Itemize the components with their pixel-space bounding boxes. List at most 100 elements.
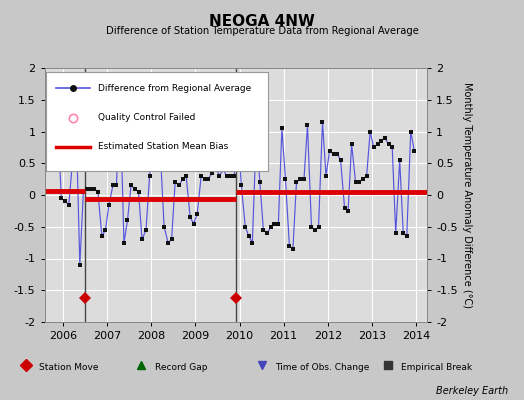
Point: [123, 217, 132, 224]
Point: [57, 195, 66, 201]
Point: [270, 220, 279, 227]
Point: [79, 189, 88, 195]
Point: [374, 141, 382, 147]
Point: [292, 179, 301, 186]
Point: [142, 227, 150, 233]
Text: Empirical Break: Empirical Break: [401, 364, 472, 372]
Point: [193, 211, 201, 217]
Point: [156, 154, 165, 160]
Point: [241, 224, 249, 230]
Point: [215, 173, 223, 179]
Point: [285, 242, 293, 249]
Point: [289, 246, 297, 252]
Point: [307, 224, 315, 230]
Point: [138, 236, 146, 243]
Point: [336, 157, 345, 163]
Point: [145, 173, 154, 179]
Point: [333, 150, 341, 157]
Text: Time of Obs. Change: Time of Obs. Change: [275, 364, 369, 372]
Point: [347, 141, 356, 147]
Point: [167, 236, 176, 243]
Point: [105, 201, 113, 208]
Point: [223, 173, 231, 179]
Text: Quality Control Failed: Quality Control Failed: [98, 113, 195, 122]
Point: [212, 163, 220, 170]
Point: [164, 240, 172, 246]
Point: [230, 173, 238, 179]
Point: [318, 119, 326, 125]
Point: [402, 233, 411, 240]
Point: [112, 182, 121, 189]
Point: [355, 179, 363, 186]
Point: [329, 150, 337, 157]
Point: [237, 182, 246, 189]
Point: [160, 224, 168, 230]
Point: [94, 189, 102, 195]
Point: [300, 176, 308, 182]
Text: Station Move: Station Move: [39, 364, 99, 372]
Point: [322, 173, 330, 179]
Point: [46, 160, 54, 166]
Point: [256, 179, 264, 186]
Point: [120, 240, 128, 246]
Point: [366, 128, 374, 135]
Point: [61, 198, 69, 204]
Point: [179, 176, 187, 182]
Point: [131, 186, 139, 192]
Point: [116, 93, 124, 100]
Point: [201, 176, 209, 182]
Point: [83, 186, 91, 192]
Point: [363, 173, 371, 179]
Point: [97, 233, 106, 240]
Point: [245, 233, 253, 240]
Y-axis label: Monthly Temperature Anomaly Difference (°C): Monthly Temperature Anomaly Difference (…: [462, 82, 472, 308]
Point: [407, 128, 415, 135]
Point: [344, 208, 352, 214]
Point: [186, 214, 194, 220]
Point: [396, 157, 404, 163]
Point: [171, 179, 179, 186]
Point: [101, 227, 110, 233]
Point: [182, 173, 190, 179]
Point: [234, 128, 242, 135]
Point: [190, 220, 198, 227]
Text: Berkeley Earth: Berkeley Earth: [436, 386, 508, 396]
Point: [134, 189, 143, 195]
Point: [278, 125, 286, 132]
Point: [109, 182, 117, 189]
Point: [90, 186, 99, 192]
FancyBboxPatch shape: [47, 72, 268, 171]
Text: Difference from Regional Average: Difference from Regional Average: [98, 84, 252, 93]
Point: [197, 173, 205, 179]
Point: [410, 147, 419, 154]
Point: [248, 240, 257, 246]
Point: [391, 230, 400, 236]
Point: [127, 182, 135, 189]
Point: [226, 173, 234, 179]
Point: [380, 135, 389, 141]
Point: [303, 122, 312, 128]
Point: [153, 147, 161, 154]
Point: [50, 157, 58, 163]
Point: [352, 179, 360, 186]
Point: [369, 144, 378, 150]
Point: [68, 160, 77, 166]
Point: [358, 176, 367, 182]
Point: [204, 176, 212, 182]
Point: [341, 204, 349, 211]
Point: [263, 230, 271, 236]
Point: [274, 220, 282, 227]
Point: [175, 182, 183, 189]
Text: Estimated Station Mean Bias: Estimated Station Mean Bias: [98, 142, 228, 151]
Point: [385, 141, 393, 147]
Point: [259, 227, 268, 233]
Point: [325, 147, 334, 154]
Point: [75, 262, 84, 268]
Point: [86, 186, 95, 192]
Point: [388, 144, 396, 150]
Point: [267, 224, 275, 230]
Point: [314, 224, 323, 230]
Point: [149, 150, 157, 157]
Point: [252, 128, 260, 135]
Point: [399, 230, 408, 236]
